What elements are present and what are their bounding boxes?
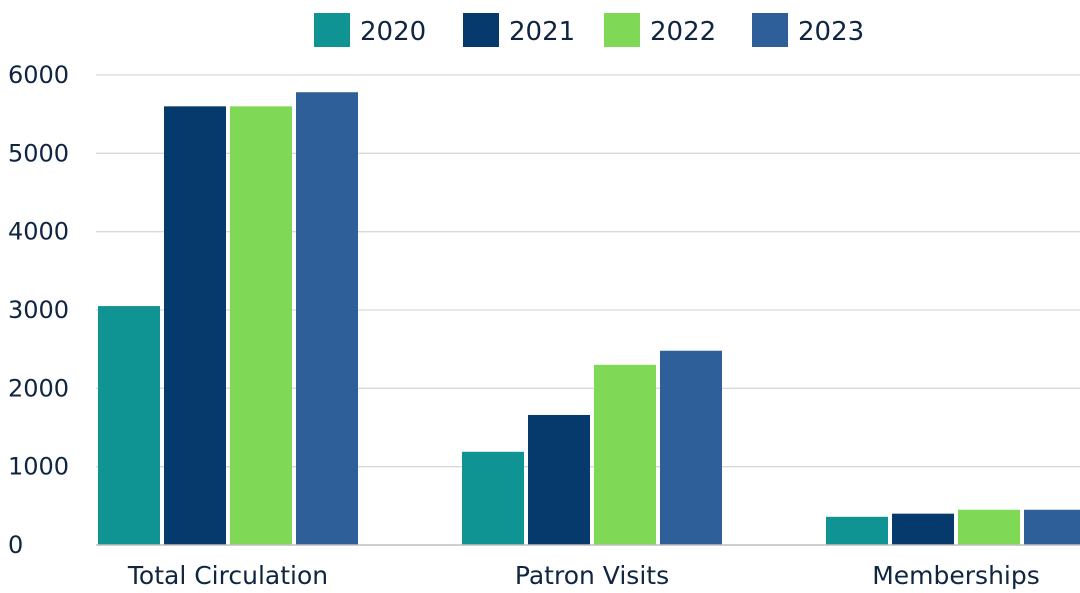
category-labels: Total Circulation Patron Visits Membership… [127,561,1040,590]
y-tick-label: 0 [8,531,23,559]
legend-label: 2020 [360,17,426,47]
legend-label: 2021 [509,17,575,47]
y-tick-label: 1000 [8,453,69,481]
bar-2023-memberships [1024,509,1080,545]
y-tick-label: 2000 [8,374,69,402]
y-tick-label: 5000 [8,139,69,167]
category-label: Patron Visits [515,561,669,590]
category-label: Memberships [872,561,1040,590]
y-tick-label: 4000 [8,218,69,246]
bar-2022-memberships [958,509,1020,545]
legend-swatch-2021 [463,13,499,47]
bar-2020-total-circulation [98,306,160,545]
y-tick-label: 6000 [8,61,69,89]
bar-2023-patron-visits [660,350,722,545]
bar-2022-patron-visits [594,364,656,545]
bars [98,92,1080,545]
category-label: Total Circulation [127,561,328,590]
legend-swatch-2020 [314,13,350,47]
bar-2021-total-circulation [164,106,226,545]
legend-label: 2023 [798,17,864,47]
legend: 2020 2021 2022 2023 [314,13,864,47]
y-tick-label: 3000 [8,296,69,324]
bar-2021-patron-visits [528,414,590,545]
bar-2021-memberships [892,513,954,545]
legend-label: 2022 [650,17,716,47]
bar-2020-patron-visits [462,451,524,545]
legend-swatch-2023 [752,13,788,47]
y-axis-tick-labels: 0 1000 2000 3000 4000 5000 6000 [8,61,69,559]
legend-swatch-2022 [604,13,640,47]
bar-2023-total-circulation [296,92,358,545]
bar-2022-total-circulation [230,106,292,545]
bar-2020-memberships [826,516,888,545]
